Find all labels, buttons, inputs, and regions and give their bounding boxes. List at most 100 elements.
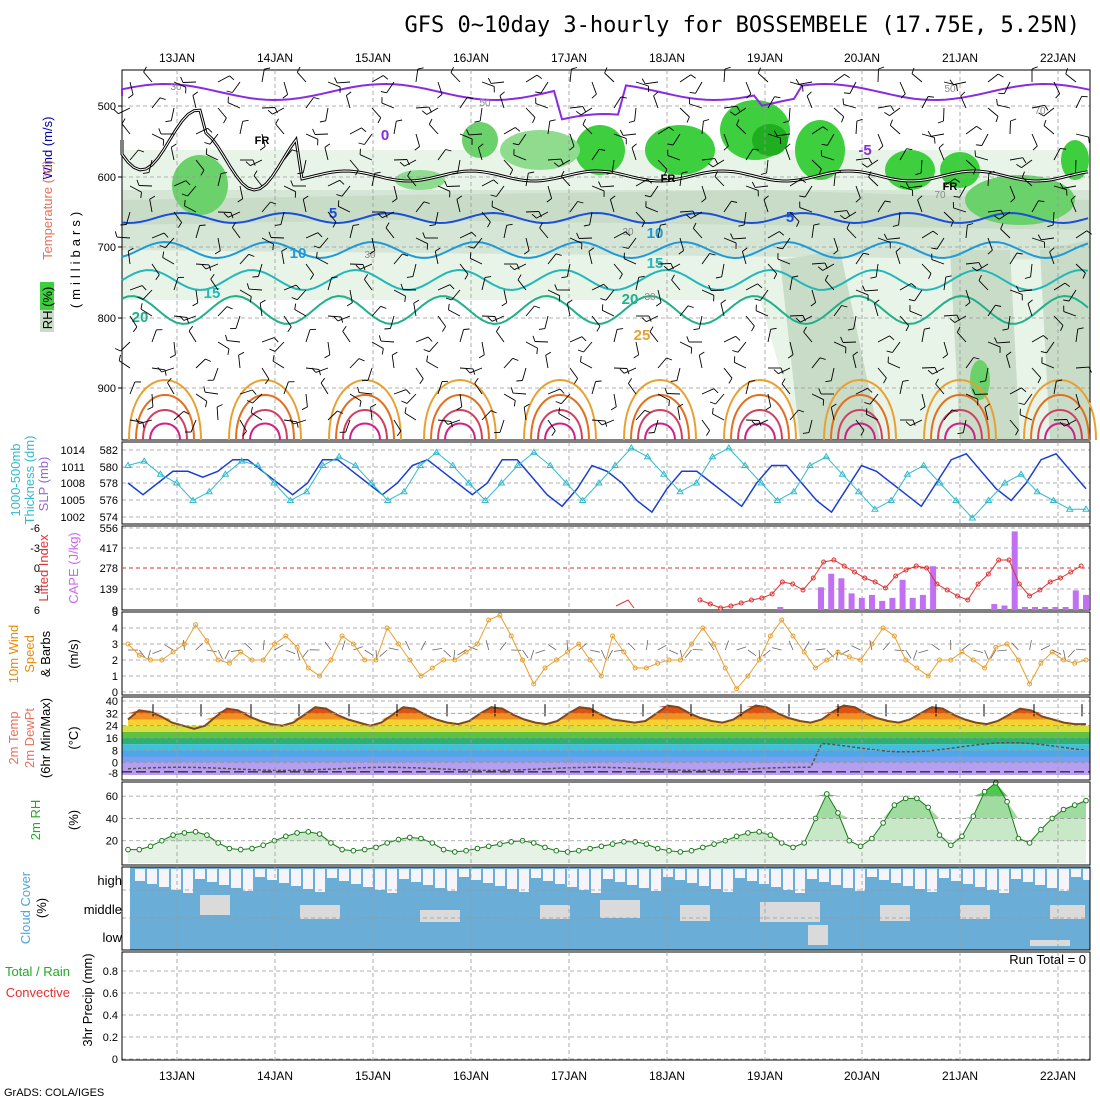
rh-moist-patch — [795, 120, 845, 180]
wind-barb-flag — [798, 409, 805, 413]
wind-barb — [544, 315, 549, 329]
li-tick: -3 — [30, 543, 40, 555]
isotherm-label: 5 — [786, 209, 794, 226]
wind10-barb — [420, 641, 427, 651]
wind-barb-flag — [671, 274, 675, 281]
cloud-high-gap — [255, 869, 265, 877]
cloud-high-gap — [939, 869, 949, 878]
wind-barb — [283, 81, 289, 95]
wind-barb-flag — [998, 92, 1005, 95]
wind-barb-flag — [997, 73, 1004, 78]
wind10-point — [283, 633, 289, 639]
wind-barb-flag — [783, 120, 790, 124]
rh-point — [147, 843, 154, 850]
thickness-tick: 580 — [100, 462, 118, 474]
wind-barb-flag — [355, 169, 359, 176]
wind-barb-flag — [487, 77, 492, 84]
wind-barb — [800, 315, 813, 323]
wind-barb-flag — [358, 358, 365, 362]
wind10-point — [869, 641, 875, 647]
wind-barb — [657, 225, 661, 239]
wind-barb-flag — [536, 74, 543, 80]
wind-barb — [345, 419, 351, 433]
wind-barb — [187, 185, 197, 197]
wind-barb-flag — [245, 161, 251, 167]
cloud-high-gap — [807, 869, 817, 879]
wind-barb-flag — [699, 351, 705, 356]
wind-barb-flag — [580, 355, 582, 362]
wind-barb — [129, 315, 138, 328]
cape-bar — [838, 578, 845, 610]
wind-barb — [921, 230, 934, 239]
wind-barb — [1024, 393, 1033, 405]
wind-barb — [569, 201, 578, 213]
wind-barb-flag — [751, 325, 755, 332]
wind10-point — [1027, 681, 1033, 687]
cape-bar — [919, 594, 926, 610]
wind-barb — [723, 200, 732, 213]
wind-barb — [116, 236, 131, 239]
cloud-high-gap — [339, 869, 349, 881]
rh-point — [621, 839, 627, 845]
rh-point — [215, 840, 221, 846]
wind-barb — [789, 81, 803, 87]
wind-barb — [830, 407, 835, 421]
wind-barb-flag — [337, 200, 340, 207]
wind-barb-flag — [884, 112, 890, 116]
wind-barb — [523, 407, 527, 421]
wind-barb — [426, 361, 439, 369]
wind10-barb — [578, 643, 587, 651]
wind10-barb — [984, 649, 989, 660]
wind-barb-flag — [677, 403, 684, 408]
wind-barb-flag — [841, 116, 845, 123]
wind-barb-flag — [994, 215, 1000, 220]
wind-barb — [261, 69, 265, 83]
wind-barb — [987, 237, 993, 251]
date-label-top: 16JAN — [453, 51, 489, 65]
wind-barb-flag — [757, 283, 763, 289]
wind-barb — [887, 237, 901, 240]
wind-barb — [448, 309, 461, 317]
wind-barb — [305, 329, 311, 343]
wind-barb — [468, 133, 483, 136]
wind-barb-flag — [817, 266, 823, 271]
wind10-point — [531, 681, 537, 687]
rh-point — [632, 839, 639, 845]
wind-barb-flag — [252, 276, 259, 278]
cloud-high-gap — [1023, 869, 1033, 882]
wind-barb-flag — [582, 119, 586, 125]
cloud-mid-gap — [300, 905, 340, 919]
wind-barb-flag — [333, 316, 339, 322]
wind-barb-flag — [155, 274, 160, 280]
wind-barb-flag — [381, 348, 384, 355]
rh-point — [497, 841, 503, 847]
wind-barb-flag — [917, 195, 923, 201]
rh2m-tick: 20 — [106, 836, 118, 848]
wind-barb — [547, 121, 551, 135]
wind-barb — [283, 315, 292, 328]
wind-barb-flag — [268, 231, 272, 238]
wind-barb-flag — [785, 143, 791, 149]
wind-barb — [481, 341, 485, 355]
wind-barb-flag — [687, 305, 694, 308]
wind-barb-flag — [532, 335, 536, 342]
wind-barb-flag — [205, 401, 208, 408]
wind-barb — [393, 185, 398, 199]
wind-barb — [714, 176, 725, 187]
rh-moist-patch — [172, 155, 228, 215]
wind-barb-flag — [927, 130, 932, 137]
wind-barb — [447, 419, 461, 425]
cape-bar — [848, 593, 855, 610]
cape-tick: 556 — [100, 523, 118, 535]
wind-barb — [657, 126, 670, 135]
wind-barb — [635, 179, 648, 187]
wind10-point — [418, 673, 424, 679]
wind-barb-flag — [870, 276, 877, 279]
rh-moist-patch — [500, 130, 580, 170]
warm-isotherm-arch — [342, 409, 388, 441]
wind-barb — [281, 251, 285, 265]
wind-barb-flag — [451, 172, 458, 175]
wind-barb-flag — [628, 120, 635, 123]
wind-barb-flag — [736, 105, 741, 112]
